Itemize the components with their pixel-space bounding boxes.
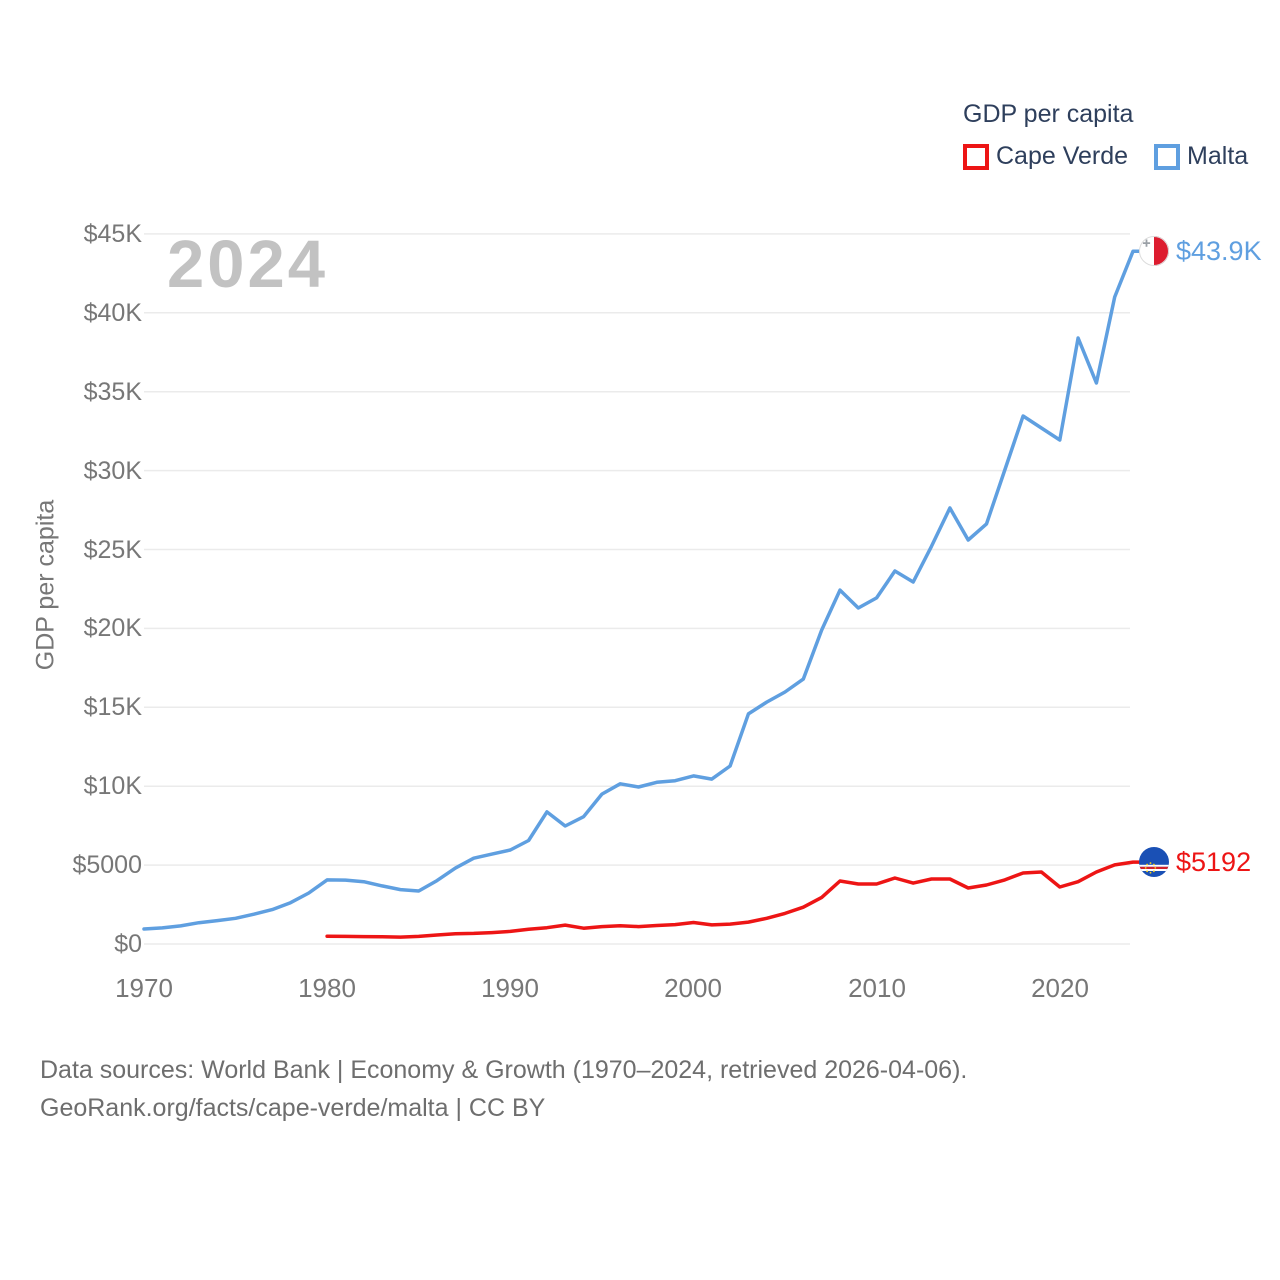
y-tick-label-$40K: $40K [83,299,142,327]
x-tick-label-2010: 2010 [848,973,906,1003]
x-tick-label-2020: 2020 [1031,973,1089,1003]
legend-item-malta[interactable]: Malta [1154,142,1248,171]
series-line-malta[interactable] [142,249,1142,931]
footer: Data sources: World Bank | Economy & Gro… [40,1051,967,1127]
malta-flag-icon [1139,236,1169,266]
x-tick-label-1990: 1990 [481,973,539,1003]
legend-label-malta: Malta [1187,142,1249,170]
x-tick-label-1970: 1970 [115,973,173,1003]
cape-verde-flag-icon [1139,847,1169,877]
y-tick-label-$20K: $20K [83,614,142,642]
y-tick-label-$25K: $25K [83,536,142,564]
legend-items: Cape Verde Malta [963,142,1248,171]
y-tick-label-$15K: $15K [83,693,142,721]
legend-item-cape-verde[interactable]: Cape Verde [963,142,1128,171]
y-tick-label-$10K: $10K [83,772,142,800]
cape-verde-end-value: $5192 [1176,847,1252,877]
y-tick-label-$0: $0 [114,930,142,958]
y-tick-label-$5000: $5000 [72,851,142,879]
cape-verde-swatch-icon [963,143,989,170]
x-tick-label-2000: 2000 [664,973,722,1003]
malta-end-label-group: $43.9K [1139,236,1262,266]
legend-label-cape-verde: Cape Verde [996,142,1129,170]
y-axis-title: GDP per capita [31,499,60,671]
footer-attribution-line: GeoRank.org/facts/cape-verde/malta | CC … [40,1094,546,1122]
legend: GDP per capita Cape Verde Malta [963,100,1248,171]
footer-sources-line: Data sources: World Bank | Economy & Gro… [40,1056,968,1084]
series-line-cape-verde[interactable] [325,860,1142,939]
legend-title: GDP per capita [963,100,1134,128]
y-tick-label-$30K: $30K [83,457,142,485]
y-tick-label-$35K: $35K [83,378,142,406]
x-tick-label-1980: 1980 [298,973,356,1003]
malta-end-value: $43.9K [1176,236,1262,266]
watermark-year: 2024 [167,227,329,302]
cape-verde-end-label-group: $5192 [1139,847,1251,877]
malta-swatch-icon [1154,143,1181,170]
y-tick-label-$45K: $45K [83,220,142,248]
